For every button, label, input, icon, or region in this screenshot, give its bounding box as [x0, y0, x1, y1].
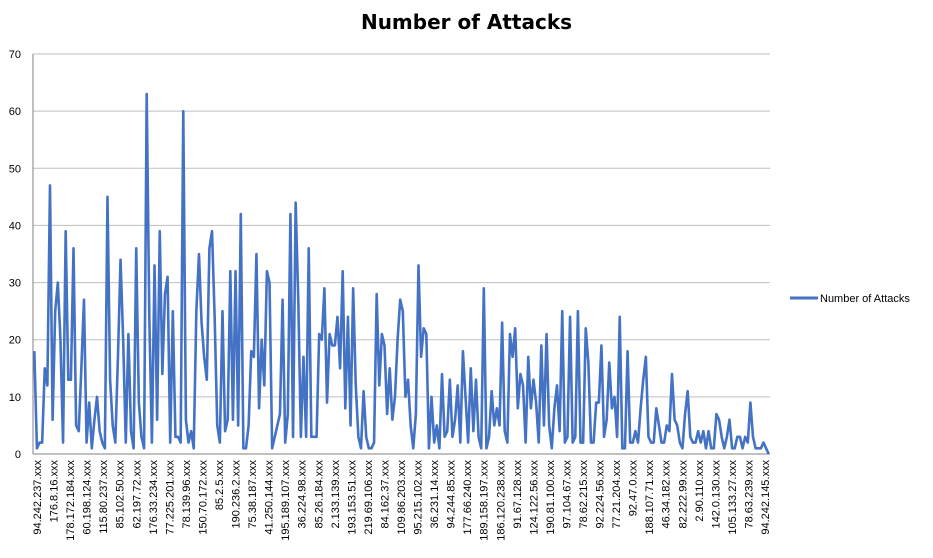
x-tick-label: 75.38.187.xxx: [247, 460, 259, 529]
x-tick-label: 85.26.184.xxx: [313, 460, 325, 529]
x-tick-label: 195.189.107.xxx: [280, 460, 292, 541]
y-tick-label: 50: [9, 163, 21, 175]
x-tick-label: 142.0.130.xxx: [710, 460, 722, 529]
y-tick-label: 10: [9, 392, 21, 404]
y-tick-label: 70: [9, 49, 21, 61]
x-tick-label: 78.63.239.xxx: [743, 460, 755, 529]
x-tick-label: 91.67.128.xxx: [512, 460, 524, 529]
x-tick-label: 115.80.237.xxx: [98, 460, 110, 534]
x-tick-label: 60.198.124.xxx: [82, 460, 94, 535]
y-tick-label: 40: [9, 220, 21, 232]
x-tick-label: 36.231.14.xxx: [429, 460, 441, 529]
x-tick-label: 78.62.215.xxx: [578, 460, 590, 529]
x-tick-label: 82.222.99.xxx: [677, 460, 689, 529]
x-tick-label: 85.2.5.xxx: [214, 460, 226, 511]
x-tick-label: 190.236.2.xxx: [231, 460, 243, 529]
x-tick-label: 94.244.85.xxx: [446, 460, 458, 529]
x-tick-label: 109.86.203.xxx: [396, 460, 408, 535]
x-tick-label: 219.69.106.xxx: [363, 460, 375, 535]
x-axis-ticks: 94.242.237.xxx 176.8.16.xxx 178.172.184.xx…: [32, 460, 772, 541]
axes: [32, 54, 770, 455]
y-tick-label: 0: [15, 449, 21, 461]
x-tick-label: 190.81.100.xxx: [545, 460, 557, 535]
series-line: [33, 92, 770, 455]
x-tick-label: 92.47.0.xxx: [628, 460, 640, 517]
x-tick-label: 124.122.56.xxx: [528, 460, 540, 535]
x-tick-label: 186.120.238.xxx: [495, 460, 507, 541]
x-tick-label: 85.102.50.xxx: [115, 460, 127, 529]
x-tick-label: 94.242.237.xxx: [32, 460, 44, 535]
x-tick-label: 177.66.240.xxx: [462, 460, 474, 535]
legend-label: Number of Attacks: [820, 293, 910, 305]
x-tick-label: 176.8.16.xxx: [49, 460, 61, 523]
x-tick-label: 178.172.184.xxx: [65, 460, 77, 541]
x-tick-label: 77.21.204.xxx: [611, 460, 623, 529]
y-tick-label: 30: [9, 278, 21, 290]
x-tick-label: 41.250.144.xxx: [264, 460, 276, 535]
x-tick-label: 77.225.201.xxx: [164, 460, 176, 535]
x-tick-label: 78.139.96.xxx: [181, 460, 193, 529]
x-tick-label: 94.242.145.xxx: [760, 460, 772, 535]
y-tick-label: 60: [9, 106, 21, 118]
chart-title: Number of Attacks: [360, 10, 573, 34]
x-tick-label: 97.104.67.xxx: [561, 460, 573, 529]
x-tick-label: 92.224.56.xxx: [595, 460, 607, 529]
x-tick-label: 95.215.102.xxx: [413, 460, 425, 535]
x-tick-label: 188.107.71.xxx: [644, 460, 656, 535]
x-tick-label: 62.197.72.xxx: [131, 460, 143, 529]
x-tick-label: 189.158.197.xxx: [479, 460, 491, 541]
x-tick-label: 150.70.172.xxx: [197, 460, 209, 535]
y-tick-label: 20: [9, 335, 21, 347]
x-tick-label: 2.133.139.xxx: [330, 460, 342, 529]
x-tick-label: 84.162.37.xxx: [379, 460, 391, 529]
x-tick-label: 105.133.27.xxx: [727, 460, 739, 535]
x-tick-label: 193.153.51.xxx: [346, 460, 358, 535]
x-tick-label: 176.33.234.xxx: [148, 460, 160, 535]
x-tick-label: 2.90.110.xxx: [694, 460, 706, 522]
x-tick-label: 46.34.182.xxx: [661, 460, 673, 529]
series-group: [33, 92, 770, 455]
y-axis-ticks: 0 10 20 30 40 50 60 70: [9, 49, 21, 461]
legend: Number of Attacks: [790, 293, 910, 305]
x-tick-label: 36.224.98.xxx: [297, 460, 309, 529]
